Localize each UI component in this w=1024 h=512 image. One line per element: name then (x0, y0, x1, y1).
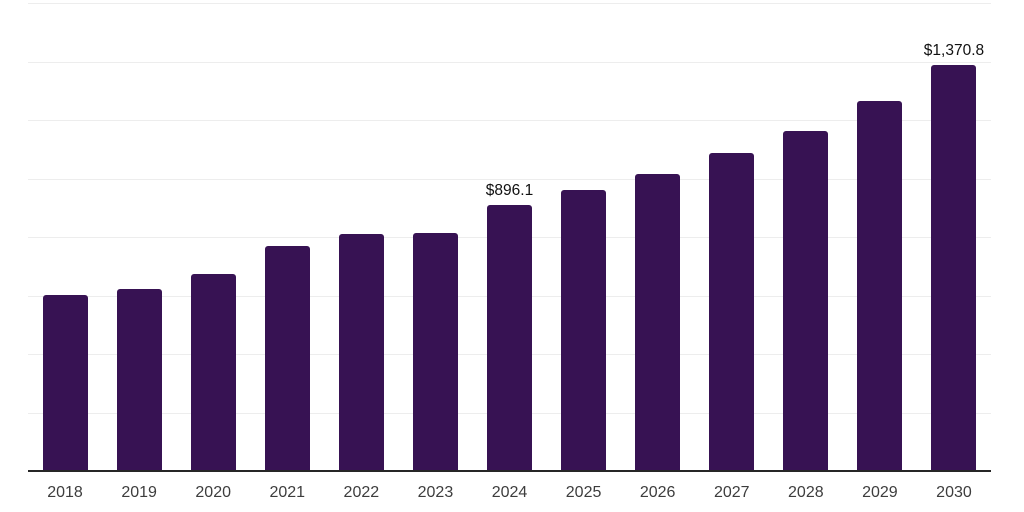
gridline (28, 120, 991, 121)
bar-slot-2028 (769, 0, 843, 470)
x-tick-2019: 2019 (121, 484, 157, 501)
bar-slot-2025 (547, 0, 621, 470)
x-tick-2018: 2018 (47, 484, 83, 501)
bar-slot-2020 (176, 0, 250, 470)
x-tick-2022: 2022 (343, 484, 380, 501)
x-tick-2020: 2020 (195, 484, 231, 501)
x-tick-2023: 2023 (417, 484, 454, 501)
x-tick-2030: 2030 (936, 484, 972, 501)
bar-2028 (783, 130, 829, 470)
bar-slot-2022 (324, 0, 398, 470)
bar-slot-2030: $1,370.8 (917, 0, 991, 470)
gridline (28, 178, 991, 180)
x-tick-2028: 2028 (788, 484, 824, 501)
x-tick-2021: 2021 (269, 484, 306, 501)
bar-value-label-2024: $896.1 (485, 182, 534, 200)
gridline (28, 3, 991, 4)
x-tick-2024: 2024 (491, 484, 528, 501)
bar-slot-2021 (250, 0, 324, 470)
bars: $896.1 $1,370.8 (28, 0, 991, 470)
x-tick-2029: 2029 (862, 484, 898, 501)
bar-2025 (561, 190, 607, 470)
bar-2027 (709, 152, 755, 470)
bar-2026 (635, 174, 681, 470)
bar-2024 (487, 205, 532, 470)
x-axis-labels: 2018 2019 2020 2021 2022 2023 2024 2025 2026 2027… (28, 483, 991, 503)
x-tick-2025: 2025 (565, 484, 602, 501)
bar-slot-2024: $896.1 (472, 0, 546, 470)
bar-2023 (412, 232, 458, 470)
bar-slot-2019 (102, 0, 176, 470)
bar-2018 (42, 294, 88, 470)
x-tick-2027: 2027 (713, 484, 750, 501)
bar-slot-2026 (621, 0, 695, 470)
x-tick-2026: 2026 (639, 484, 676, 501)
bar-2019 (116, 289, 162, 470)
gridline (28, 61, 991, 63)
bar-2029 (857, 101, 903, 470)
plot-area: $896.1 $1,370.8 (28, 0, 991, 472)
bar-slot-2027 (695, 0, 769, 470)
bar-slot-2029 (843, 0, 917, 470)
x-axis-line (28, 470, 991, 472)
bar-2022 (338, 234, 384, 470)
bar-2030 (931, 65, 977, 470)
bar-slot-2018 (28, 0, 102, 470)
bar-2021 (264, 246, 310, 470)
bar-2020 (190, 273, 236, 470)
bar-slot-2023 (398, 0, 472, 470)
bar-value-label-2030: $1,370.8 (923, 42, 985, 60)
